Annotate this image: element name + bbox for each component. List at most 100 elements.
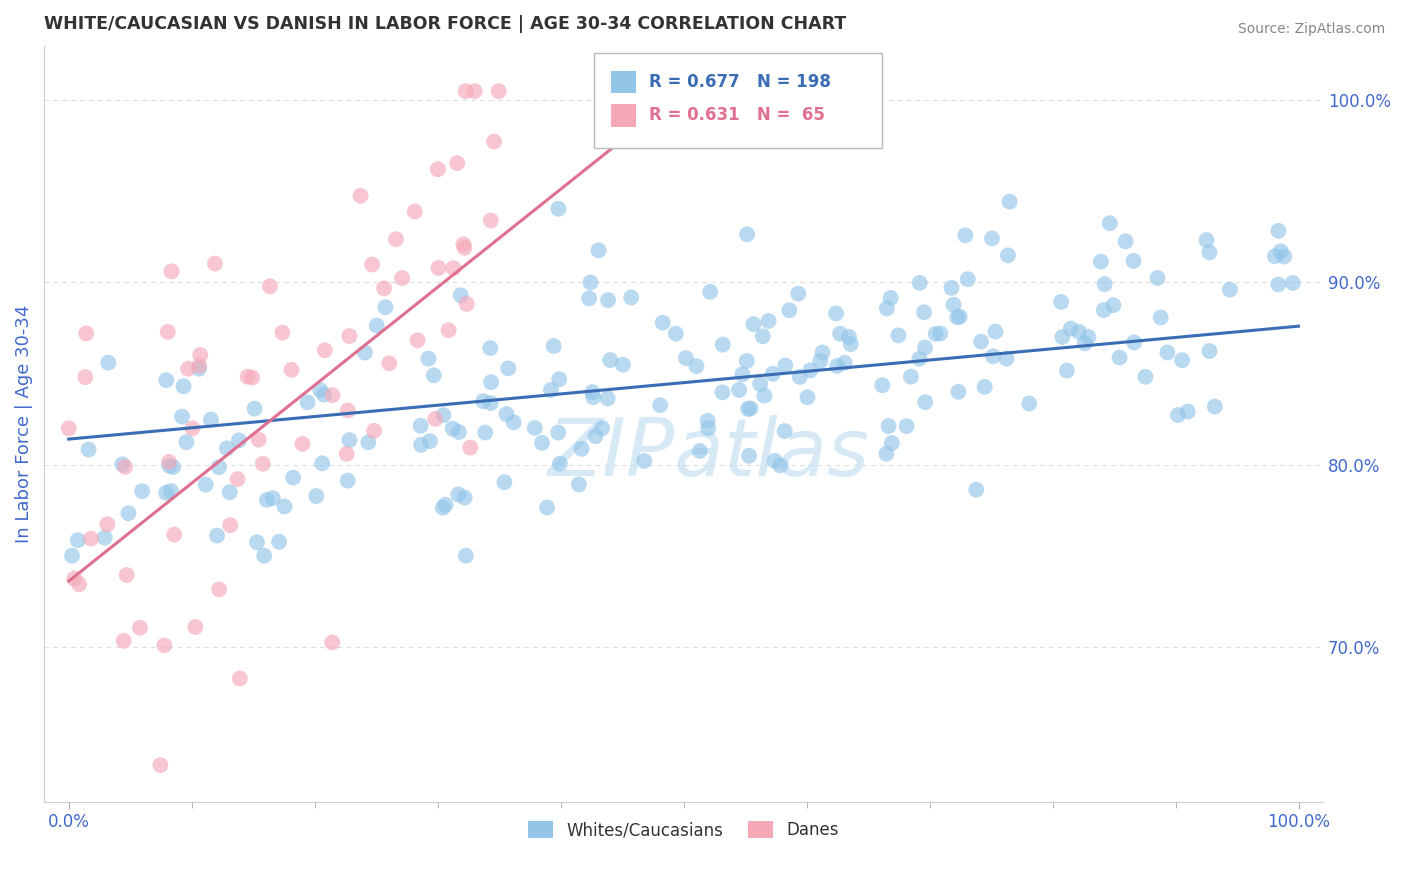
Legend: Whites/Caucasians, Danes: Whites/Caucasians, Danes bbox=[522, 814, 846, 847]
Text: ZIPatlas: ZIPatlas bbox=[548, 415, 870, 493]
Point bbox=[1198, 344, 1220, 359]
Point bbox=[1167, 408, 1189, 422]
Point bbox=[955, 228, 977, 243]
Point bbox=[496, 361, 519, 376]
Point bbox=[479, 341, 502, 355]
Point bbox=[297, 395, 319, 409]
Point bbox=[363, 424, 385, 438]
Point bbox=[66, 533, 89, 548]
Point bbox=[291, 437, 314, 451]
Point bbox=[1267, 277, 1289, 292]
Point bbox=[314, 343, 336, 358]
Point bbox=[432, 408, 454, 422]
Point bbox=[361, 258, 384, 272]
Point bbox=[699, 285, 721, 299]
Point bbox=[740, 401, 762, 416]
Bar bbox=[610, 70, 637, 94]
Point bbox=[956, 272, 979, 286]
Point bbox=[689, 444, 711, 458]
Point bbox=[149, 758, 172, 772]
Point bbox=[1149, 310, 1171, 325]
Point bbox=[188, 348, 211, 362]
Point bbox=[218, 485, 240, 500]
Point bbox=[588, 244, 610, 258]
Point bbox=[281, 470, 304, 484]
Point bbox=[620, 290, 643, 304]
Point bbox=[908, 276, 931, 290]
Point bbox=[1067, 325, 1090, 339]
Point bbox=[173, 379, 195, 393]
Point bbox=[177, 361, 200, 376]
Point bbox=[540, 383, 562, 397]
Point bbox=[773, 424, 796, 438]
Point bbox=[548, 372, 571, 386]
Point bbox=[453, 237, 475, 252]
Point bbox=[374, 300, 396, 314]
Point bbox=[58, 421, 80, 435]
Point bbox=[96, 517, 118, 532]
Point bbox=[752, 329, 775, 343]
Point bbox=[585, 429, 607, 443]
Point bbox=[495, 407, 517, 421]
Point bbox=[373, 281, 395, 295]
Point bbox=[762, 367, 785, 381]
Point bbox=[494, 475, 516, 490]
Point bbox=[900, 369, 922, 384]
Point bbox=[536, 500, 558, 515]
Point bbox=[839, 337, 862, 351]
Point bbox=[1115, 235, 1137, 249]
Point bbox=[226, 472, 249, 486]
Point bbox=[453, 241, 475, 255]
Point bbox=[271, 326, 294, 340]
Point bbox=[981, 349, 1004, 363]
Point bbox=[970, 334, 993, 349]
Point bbox=[163, 527, 186, 541]
Point bbox=[321, 635, 343, 649]
Point bbox=[875, 447, 897, 461]
Point bbox=[385, 232, 408, 246]
Point bbox=[479, 375, 502, 389]
Point bbox=[252, 457, 274, 471]
Point bbox=[696, 414, 718, 428]
Point bbox=[464, 84, 486, 98]
Point bbox=[419, 434, 441, 449]
Point bbox=[228, 434, 250, 448]
Point bbox=[1177, 404, 1199, 418]
Point bbox=[205, 528, 228, 542]
Point bbox=[896, 419, 918, 434]
Point bbox=[63, 572, 86, 586]
Point bbox=[269, 534, 291, 549]
Point bbox=[160, 483, 183, 498]
Point bbox=[838, 330, 860, 344]
Point bbox=[502, 415, 524, 429]
Point bbox=[280, 363, 302, 377]
Bar bbox=[610, 103, 637, 127]
Point bbox=[437, 323, 460, 337]
Point bbox=[1272, 250, 1295, 264]
Point bbox=[749, 376, 772, 391]
Text: R = 0.631   N =  65: R = 0.631 N = 65 bbox=[650, 106, 825, 124]
Point bbox=[204, 256, 226, 270]
Point bbox=[997, 248, 1019, 262]
Point bbox=[262, 491, 284, 506]
Text: Source: ZipAtlas.com: Source: ZipAtlas.com bbox=[1237, 22, 1385, 37]
Point bbox=[443, 261, 465, 276]
Point bbox=[423, 368, 446, 383]
Point bbox=[162, 459, 184, 474]
Point bbox=[1060, 321, 1083, 335]
Point bbox=[454, 491, 477, 505]
Point bbox=[236, 369, 259, 384]
Point bbox=[941, 281, 963, 295]
FancyBboxPatch shape bbox=[595, 54, 882, 148]
Point bbox=[1219, 283, 1241, 297]
Point bbox=[427, 260, 450, 275]
Point bbox=[273, 500, 295, 514]
Point bbox=[581, 385, 603, 400]
Point bbox=[912, 305, 935, 319]
Point bbox=[1094, 277, 1116, 292]
Point bbox=[548, 457, 571, 471]
Point bbox=[117, 506, 139, 520]
Point bbox=[243, 401, 266, 416]
Point bbox=[908, 351, 931, 366]
Point bbox=[596, 392, 619, 406]
